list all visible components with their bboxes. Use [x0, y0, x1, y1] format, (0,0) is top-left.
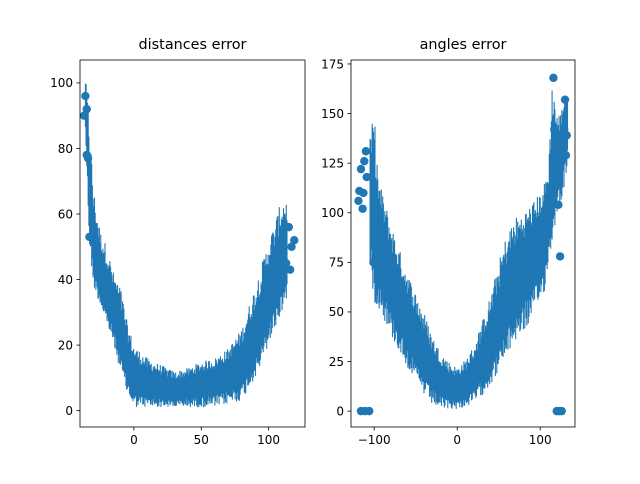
- angles-error-panel: angles error −100 0 100 0 25 50 75 100 125 150 175: [321, 37, 576, 447]
- data-point: [356, 164, 366, 174]
- x-tick-label: 100: [257, 433, 280, 447]
- data-point: [360, 156, 369, 166]
- y-tick-label: 60: [58, 207, 73, 221]
- y-tick-label: 25: [329, 355, 344, 369]
- data-point: [552, 178, 561, 188]
- data-point: [550, 139, 560, 148]
- data-point: [358, 204, 367, 213]
- panel-title: angles error: [420, 37, 507, 53]
- data-point: [549, 73, 558, 83]
- y-tick-label: 100: [321, 206, 344, 220]
- data-point: [365, 406, 374, 416]
- data-points: [80, 91, 299, 274]
- x-tick-label: −100: [358, 433, 391, 447]
- x-tick-label: 50: [194, 433, 209, 447]
- error-bars: [84, 83, 288, 408]
- y-tick-label: 150: [321, 107, 344, 121]
- data-point: [512, 307, 522, 317]
- data-point: [369, 258, 378, 267]
- data-point: [82, 104, 91, 114]
- axes-frame: [350, 59, 576, 428]
- y-tick-label: 125: [321, 156, 344, 170]
- data-point: [359, 188, 368, 198]
- axes-frame: [79, 59, 306, 428]
- data-point: [81, 91, 90, 101]
- data-point: [550, 125, 559, 134]
- data-point: [83, 154, 93, 163]
- data-point: [556, 158, 566, 168]
- distances-error-panel: distances error 0 50 100 0 20 40 60 80 100: [50, 37, 306, 447]
- panel-title: distances error: [139, 37, 247, 53]
- data-point: [362, 172, 371, 182]
- data-point: [287, 242, 296, 251]
- y-tick-label: 0: [65, 404, 73, 418]
- data-point: [557, 406, 566, 416]
- data-points: [354, 73, 571, 416]
- data-point: [561, 151, 571, 160]
- data-point: [562, 131, 571, 140]
- data-point: [546, 194, 556, 204]
- data-point: [284, 222, 294, 232]
- data-point: [281, 258, 291, 268]
- error-bars: [369, 90, 569, 409]
- x-tick-label: 0: [130, 433, 138, 447]
- data-point: [560, 95, 570, 104]
- data-point: [554, 200, 563, 210]
- data-point: [279, 249, 288, 258]
- data-point: [290, 236, 299, 245]
- data-point: [85, 232, 94, 242]
- y-tick-label: 50: [329, 305, 344, 319]
- y-tick-label: 40: [58, 273, 73, 287]
- y-tick-label: 20: [58, 338, 73, 352]
- x-tick-label: 0: [453, 433, 461, 447]
- x-tick-label: 100: [529, 433, 552, 447]
- y-tick-label: 80: [58, 142, 73, 156]
- data-point: [555, 252, 565, 261]
- y-tick-label: 75: [329, 256, 344, 270]
- y-tick-label: 100: [50, 76, 73, 90]
- y-tick-label: 0: [336, 404, 344, 418]
- data-point: [285, 265, 295, 274]
- data-point: [361, 147, 371, 156]
- y-tick-label: 175: [321, 57, 344, 71]
- data-point: [354, 196, 363, 206]
- data-point: [80, 111, 89, 120]
